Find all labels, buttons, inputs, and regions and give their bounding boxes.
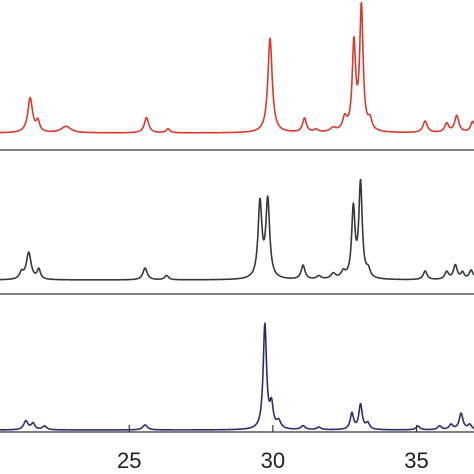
panel-1-trace bbox=[0, 1, 474, 134]
panel-3 bbox=[0, 322, 474, 433]
panel-1 bbox=[0, 1, 474, 151]
panel-2 bbox=[0, 178, 474, 295]
panels-layer bbox=[0, 1, 474, 433]
x-tick-label-25: 25 bbox=[117, 448, 141, 473]
panel-3-trace bbox=[0, 322, 474, 431]
x-axis: 25 30 35 bbox=[117, 425, 429, 473]
x-tick-label-35: 35 bbox=[404, 448, 428, 473]
x-tick-label-30: 30 bbox=[261, 448, 285, 473]
panel-2-trace bbox=[0, 178, 474, 281]
